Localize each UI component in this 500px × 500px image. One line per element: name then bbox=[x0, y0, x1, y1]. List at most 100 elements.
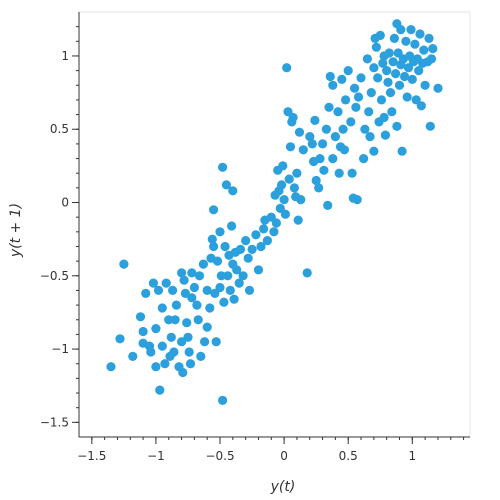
scatter-point bbox=[168, 285, 178, 295]
scatter-point bbox=[209, 205, 219, 215]
scatter-point bbox=[215, 227, 225, 237]
scatter-point bbox=[310, 115, 320, 125]
scatter-point bbox=[380, 130, 390, 140]
scatter-point bbox=[391, 69, 401, 79]
scatter-point bbox=[161, 278, 171, 288]
x-tick-label: 0.5 bbox=[339, 449, 358, 463]
scatter-point bbox=[294, 127, 305, 137]
scatter-point bbox=[406, 25, 416, 35]
scatter-point bbox=[220, 241, 230, 252]
scatter-point bbox=[296, 195, 306, 205]
scatter-point bbox=[225, 285, 235, 295]
scatter-point bbox=[333, 107, 343, 117]
scatter-point bbox=[180, 288, 190, 298]
scatter-point bbox=[364, 107, 374, 117]
scatter-point bbox=[315, 154, 325, 164]
scatter-point bbox=[160, 359, 170, 369]
scatter-point bbox=[373, 73, 383, 83]
scatter-point bbox=[362, 54, 372, 64]
scatter-point bbox=[170, 315, 180, 325]
scatter-point bbox=[347, 168, 357, 178]
scatter-point bbox=[334, 168, 344, 178]
scatter-point bbox=[388, 57, 398, 67]
scatter-point bbox=[416, 101, 426, 111]
scatter-point bbox=[318, 139, 328, 149]
scatter-point bbox=[227, 221, 237, 231]
scatter-point bbox=[244, 285, 255, 295]
scatter-point bbox=[389, 33, 399, 44]
scatter-point bbox=[288, 112, 298, 123]
scatter-point bbox=[324, 102, 334, 112]
scatter-point bbox=[207, 234, 217, 244]
scatter-point bbox=[171, 300, 181, 310]
scatter-point bbox=[211, 337, 221, 347]
scatter-point bbox=[202, 285, 212, 295]
scatter-point bbox=[369, 146, 379, 156]
scatter-point bbox=[328, 154, 338, 164]
scatter-point bbox=[232, 265, 242, 275]
scatter-point bbox=[221, 180, 231, 190]
scatter-point bbox=[151, 362, 161, 372]
scatter-point bbox=[184, 347, 194, 357]
scatter-point bbox=[346, 117, 356, 127]
x-tick-label: 0 bbox=[280, 449, 288, 463]
scatter-point bbox=[302, 268, 312, 278]
scatter-point bbox=[397, 146, 407, 156]
scatter-point bbox=[243, 253, 253, 263]
scatter-point bbox=[282, 63, 292, 73]
scatter-point bbox=[194, 271, 205, 281]
scatter-point bbox=[228, 186, 238, 196]
scatter-point bbox=[169, 347, 179, 357]
scatter-point bbox=[400, 71, 410, 82]
scatter-point bbox=[298, 145, 308, 155]
scatter-point bbox=[311, 175, 321, 186]
scatter-point bbox=[428, 44, 438, 54]
scatter-point bbox=[338, 124, 348, 134]
scatter-point bbox=[407, 74, 417, 84]
scatter-point bbox=[153, 285, 164, 295]
scatter-point bbox=[234, 278, 244, 288]
scatter-point bbox=[128, 351, 138, 361]
scatter-point bbox=[410, 39, 420, 49]
scatter-point bbox=[229, 294, 239, 304]
y-axis: −1.5 −1 −0.5 0 0.5 1 bbox=[40, 12, 80, 437]
scatter-point bbox=[166, 332, 176, 342]
scatter-point bbox=[241, 236, 251, 246]
scatter-point bbox=[187, 268, 197, 278]
scatter-point bbox=[285, 142, 296, 152]
scatter-point bbox=[402, 92, 412, 102]
scatter-point bbox=[135, 312, 146, 322]
scatter-point bbox=[182, 318, 192, 328]
x-tick-label: −1.5 bbox=[77, 449, 106, 463]
scatter-point bbox=[375, 30, 385, 40]
y-axis-title: y(t + 1) bbox=[8, 203, 24, 258]
scatter-point bbox=[279, 195, 289, 205]
scatter-point bbox=[187, 293, 197, 303]
scatter-point bbox=[379, 112, 389, 123]
scatter-point bbox=[350, 83, 360, 93]
scatter-point bbox=[215, 282, 225, 293]
scatter-point bbox=[387, 107, 397, 117]
scatter-point bbox=[259, 224, 269, 234]
scatter-point bbox=[177, 337, 187, 347]
scatter-point bbox=[151, 324, 161, 334]
scatter-point bbox=[138, 326, 148, 337]
x-tick-label: −0.5 bbox=[205, 449, 234, 463]
scatter-point bbox=[293, 215, 303, 225]
scatter-point bbox=[157, 341, 167, 351]
scatter-point bbox=[351, 102, 361, 112]
scatter-point bbox=[119, 259, 129, 269]
scatter-point bbox=[323, 200, 333, 210]
scatter-point bbox=[177, 268, 187, 278]
scatter-point bbox=[359, 154, 369, 164]
scatter-point bbox=[420, 80, 430, 90]
scatter-point bbox=[369, 63, 379, 73]
scatter-point bbox=[247, 244, 257, 254]
scatter-point bbox=[371, 42, 381, 52]
scatter-point bbox=[223, 271, 233, 281]
scatter-point bbox=[289, 183, 299, 193]
scatter-point bbox=[178, 367, 188, 378]
scatter-point bbox=[256, 241, 266, 252]
scatter-point bbox=[218, 395, 228, 405]
